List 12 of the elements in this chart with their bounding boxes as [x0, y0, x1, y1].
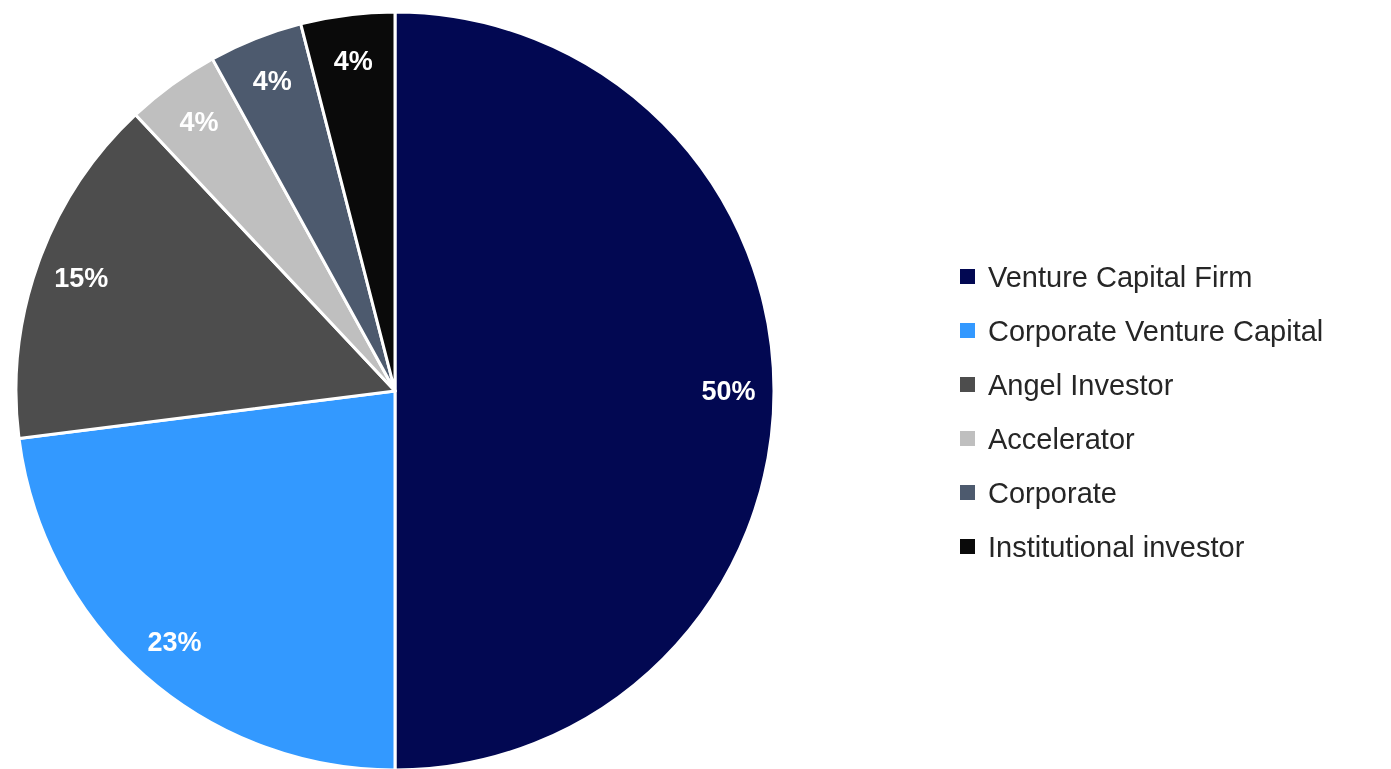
legend-label: Accelerator: [988, 423, 1136, 456]
data-label: 4%: [179, 106, 219, 137]
legend-label: Angel Investor: [988, 369, 1174, 402]
legend-label: Venture Capital Firm: [988, 261, 1253, 294]
data-label: 4%: [252, 66, 292, 97]
data-label: 50%: [701, 376, 756, 407]
data-label: 15%: [54, 263, 109, 294]
data-label: 4%: [333, 45, 373, 76]
legend-label: Institutional investor: [988, 531, 1245, 564]
legend-label: Corporate Venture Capital: [988, 315, 1324, 348]
data-label: 23%: [147, 626, 202, 657]
legend-label: Corporate: [988, 477, 1117, 510]
